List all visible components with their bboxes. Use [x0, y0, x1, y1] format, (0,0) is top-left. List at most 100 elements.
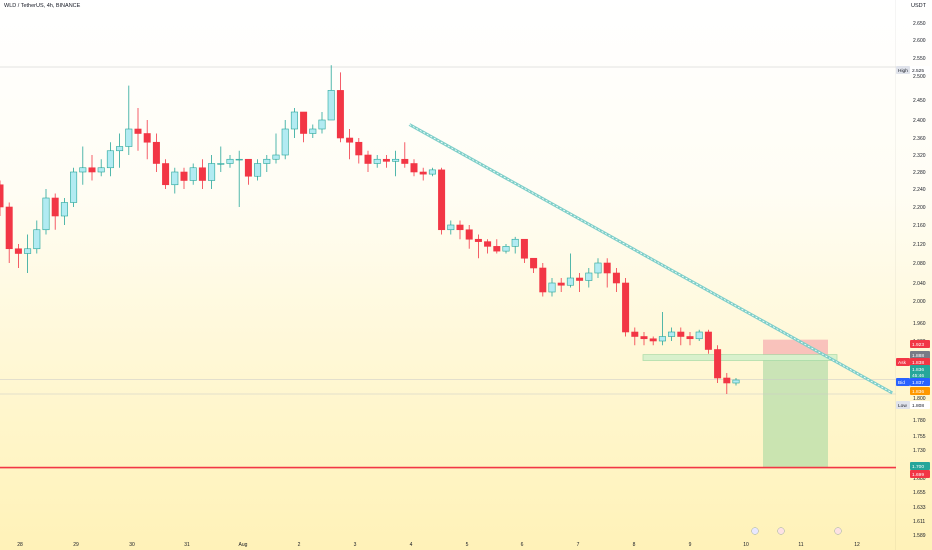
candle-body [208, 163, 216, 181]
candle-body [668, 331, 676, 337]
y-tick-label: 2.280 [913, 170, 926, 176]
y-tick-label: 2.200 [913, 205, 926, 211]
candle-body [88, 167, 96, 173]
x-tick-label: 6 [521, 542, 524, 548]
x-tick-label: 30 [129, 542, 135, 548]
candle-body [594, 262, 602, 274]
candle-body [530, 257, 538, 269]
y-tick-label: 1.611 [913, 519, 925, 525]
y-tick-label: 2.650 [913, 21, 926, 27]
candle-body [244, 158, 252, 177]
candle-body [438, 169, 446, 231]
candle-body [364, 154, 372, 164]
x-tick-label: 12 [854, 542, 860, 548]
candle-body [603, 262, 611, 274]
price-label-bg [910, 378, 930, 386]
y-tick-label: 1.589 [913, 533, 926, 539]
y-tick-label: 2.000 [913, 299, 926, 305]
candle-body [392, 158, 400, 162]
stop-loss-zone [763, 339, 828, 355]
candle-body [198, 167, 206, 181]
price-label: 45:46 [912, 373, 924, 379]
candle-body [346, 137, 354, 143]
price-label-bg [910, 462, 930, 470]
x-tick-label: 4 [410, 542, 413, 548]
y-tick-label: 1.755 [913, 434, 926, 440]
price-label: 1.888 [912, 353, 924, 359]
candle-body [566, 277, 574, 286]
x-tick-label: 7 [577, 542, 580, 548]
price-label: 1.923 [912, 342, 924, 348]
candle-body [419, 171, 427, 175]
candle-body [24, 248, 32, 254]
candle-body [382, 158, 390, 162]
candle-body [42, 197, 50, 231]
candle-body [281, 128, 289, 156]
candle-body [631, 331, 639, 337]
candle-body [318, 119, 326, 130]
candle-body [484, 241, 492, 247]
candle-body [576, 277, 584, 281]
candle-body [695, 331, 703, 340]
price-label-bg [910, 371, 930, 379]
candle-body [677, 331, 685, 337]
y-tick-label: 1.730 [913, 448, 926, 454]
price-label: 2.525 [912, 68, 924, 74]
candle-body [502, 246, 510, 252]
candle-body [116, 146, 124, 152]
candle-body [125, 128, 133, 147]
candle-body [447, 224, 455, 231]
x-tick-label: 28 [17, 542, 23, 548]
price-scale-divider [895, 0, 896, 550]
y-tick-label: 2.320 [913, 153, 926, 159]
candle-body [309, 128, 317, 134]
price-label-bg [910, 340, 930, 348]
price-tag-bid [896, 378, 910, 386]
y-tick-label: 2.450 [913, 98, 926, 104]
y-tick-label: 2.040 [913, 281, 926, 287]
price-label: 1.837 [912, 380, 924, 386]
candle-body [714, 349, 722, 379]
price-label: 1.836 [912, 367, 924, 373]
candle-body [189, 167, 197, 181]
candle-body [290, 111, 298, 130]
candle-body [0, 184, 4, 208]
candle-body [585, 272, 593, 281]
candle-body [336, 90, 344, 139]
candle-body [97, 167, 105, 173]
candle-body [162, 163, 170, 186]
entry-zone [642, 354, 838, 361]
price-label: 1.838 [912, 360, 924, 366]
candle-body [152, 141, 160, 164]
y-tick-label: 1.960 [913, 321, 926, 327]
price-label-bg [910, 470, 930, 478]
candle-body [640, 336, 648, 340]
candle-body [704, 331, 712, 350]
candle-body [474, 238, 482, 242]
candle-body [612, 272, 620, 284]
y-tick-label: 1.633 [913, 505, 926, 511]
candle-body [327, 90, 335, 121]
price-tag-low [896, 401, 910, 409]
candle-body [300, 111, 308, 134]
y-tick-label: 1.655 [913, 490, 926, 496]
candle-body [217, 163, 225, 165]
candle-body [14, 248, 22, 254]
candle-body [622, 282, 630, 333]
candle-body [493, 246, 501, 252]
candle-body [401, 158, 409, 164]
candle-body [732, 379, 740, 384]
candle-body [5, 206, 13, 250]
x-tick-label: 29 [73, 542, 79, 548]
price-label: 1.700 [912, 464, 924, 470]
y-tick-label: 2.600 [913, 38, 926, 44]
candle-body [51, 197, 59, 217]
y-tick-label: 2.160 [913, 223, 926, 229]
candle-body [428, 169, 436, 175]
candle-body [134, 128, 142, 134]
candle-body [456, 224, 464, 231]
x-tick-label: Aug [239, 542, 248, 548]
price-tag-label: Bid [898, 380, 905, 386]
candle-body [79, 167, 87, 173]
